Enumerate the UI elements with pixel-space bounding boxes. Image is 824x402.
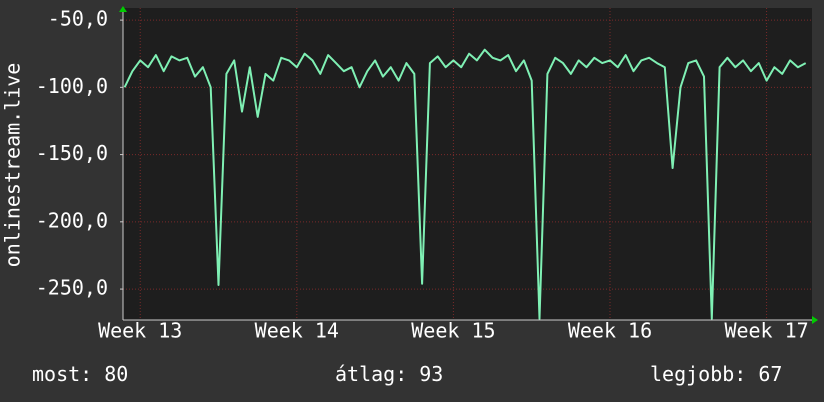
x-tick-label: Week 14 <box>255 319 339 343</box>
labels: -50,0 -100,0 -150,0 -200,0 -250,0 Week 13 Week… <box>32 7 809 386</box>
stat-label: átlag: <box>335 362 407 386</box>
stat: átlag: 93 <box>335 362 443 386</box>
y-tick-label: -50,0 <box>48 7 108 31</box>
y-tick-label: -150,0 <box>36 141 108 165</box>
stat-label: legjobb: <box>650 362 746 386</box>
data-line <box>123 48 807 320</box>
stat-label: most: <box>32 362 92 386</box>
marks <box>123 48 807 320</box>
stat: legjobb: 67 <box>650 362 782 386</box>
y-tick-label: -100,0 <box>36 74 108 98</box>
y-tick-label: -200,0 <box>36 208 108 232</box>
x-tick-label: Week 15 <box>411 319 495 343</box>
stat-value: 93 <box>419 362 443 386</box>
stat: most: 80 <box>32 362 128 386</box>
stat-value: 80 <box>104 362 128 386</box>
x-arrow <box>812 316 818 324</box>
plot-area <box>123 8 812 320</box>
stat-value: 67 <box>758 362 782 386</box>
y-axis-label: onlinestream.live <box>1 63 25 268</box>
y-tick-label: -250,0 <box>36 276 108 300</box>
x-tick-label: Week 13 <box>98 319 182 343</box>
x-tick-label: Week 17 <box>724 319 808 343</box>
y-arrow <box>119 6 127 12</box>
x-tick-label: Week 16 <box>568 319 652 343</box>
